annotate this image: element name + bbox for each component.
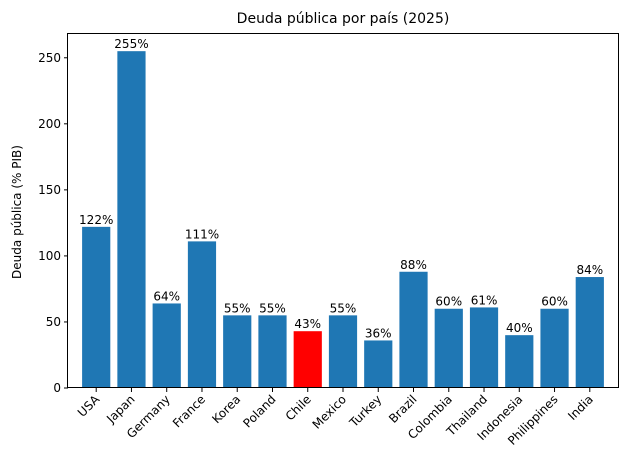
y-axis-label: Deuda pública (% PIB) (10, 145, 24, 279)
data-label: 111% (185, 227, 219, 241)
x-tick-label: India (565, 392, 596, 423)
data-label: 55% (224, 301, 251, 315)
bar-thailand (469, 307, 499, 388)
bar-germany (152, 303, 181, 388)
y-tick-label: 100 (38, 249, 61, 263)
data-label: 40% (506, 321, 533, 335)
x-tick-label: Turkey (346, 392, 384, 430)
bar-poland (258, 315, 287, 388)
bar-philippines (540, 308, 569, 388)
bar-turkey (364, 340, 393, 388)
bar-chile (293, 331, 322, 388)
data-label: 84% (576, 263, 603, 277)
plot-area-frame (67, 33, 619, 388)
data-label: 255% (114, 37, 148, 51)
data-label: 55% (330, 301, 357, 315)
chart-title: Deuda pública por país (2025) (237, 11, 450, 27)
x-tick-label: Chile (283, 392, 314, 423)
data-label: 55% (259, 301, 286, 315)
y-tick-label: 50 (46, 315, 61, 329)
x-tick-label: Mexico (310, 392, 350, 432)
bar-colombia (434, 308, 463, 388)
bar-korea (223, 315, 252, 388)
bar-france (187, 241, 217, 388)
data-label: 64% (153, 289, 180, 303)
bar-india (575, 277, 604, 388)
data-label: 60% (541, 295, 568, 309)
data-label: 36% (365, 326, 392, 340)
data-label: 122% (79, 213, 113, 227)
data-label: 43% (294, 317, 321, 331)
data-label: 60% (435, 295, 462, 309)
x-tick-label: Korea (209, 392, 243, 426)
x-tick-label: USA (75, 392, 103, 420)
data-labels-group: 122% 255% 64% 111% 55% 55% 43% 55% 36% 88% 60% 61% 4… (79, 37, 603, 340)
bar-usa (82, 226, 111, 388)
x-tick-label: Poland (240, 392, 278, 430)
bar-brazil (399, 271, 428, 388)
data-label: 61% (471, 293, 498, 307)
bar-indonesia (505, 335, 534, 388)
x-tick-label: Brazil (386, 392, 420, 426)
y-tick-label: 200 (38, 117, 61, 131)
y-tick-label: 150 (38, 183, 61, 197)
y-axis-ticks: 0 50 100 150 200 250 (38, 51, 68, 395)
bar-mexico (328, 315, 358, 388)
y-tick-label: 250 (38, 51, 61, 65)
bars-group (82, 51, 604, 389)
bar-japan (117, 51, 146, 389)
y-tick-label: 0 (53, 381, 61, 395)
data-label: 88% (400, 258, 427, 272)
x-tick-label: France (170, 392, 208, 430)
